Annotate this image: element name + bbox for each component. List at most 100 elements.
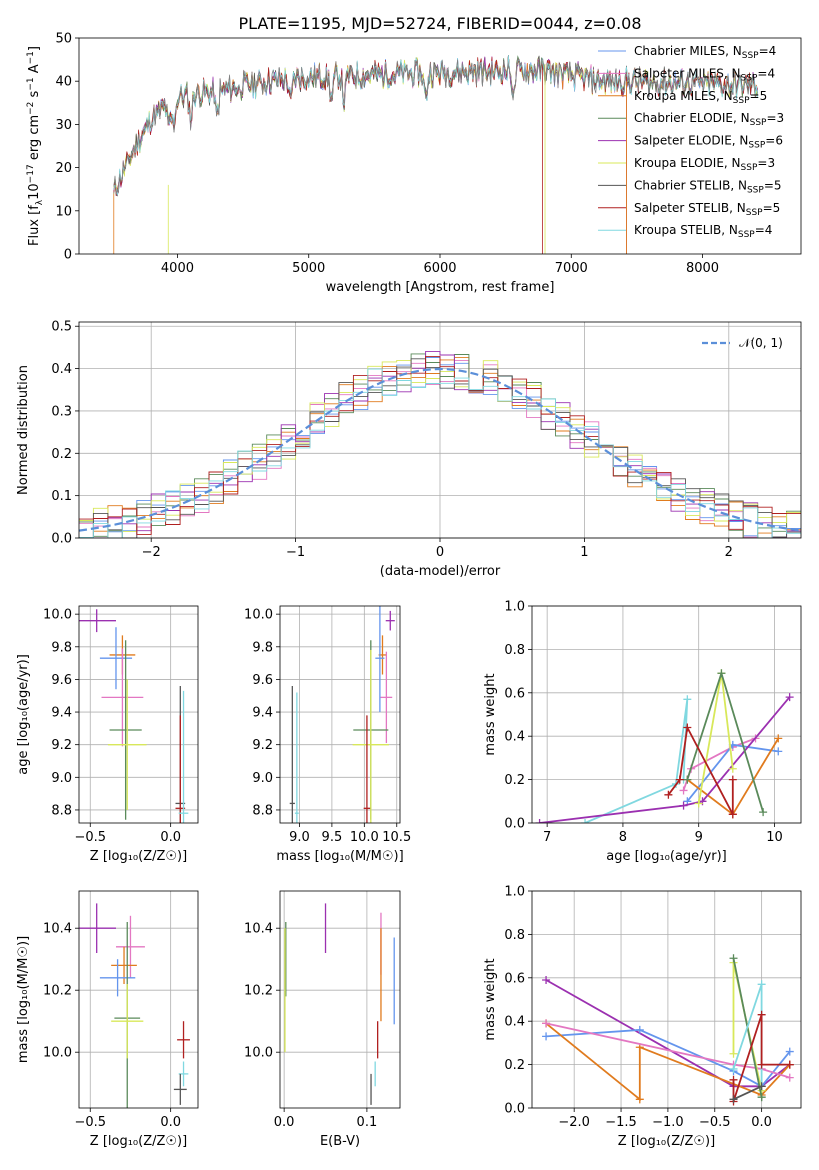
weight-marker [757, 980, 766, 989]
y-tick-label: 10.0 [244, 1046, 273, 1061]
y-tick-label: 30 [55, 118, 72, 133]
x-tick-label: −2 [142, 545, 161, 560]
legend-text: Salpeter MILES, N [634, 66, 741, 80]
y-axis-label: mass weight [483, 673, 498, 755]
histogram-step [79, 358, 801, 538]
axes-weight_vs_age: 7 8 9 10 0.0 0.2 0.4 0.6 0.8 1.0 age [log₁₀(age/yr… [483, 600, 802, 864]
x-axis-label: age [log₁₀(age/yr)] [606, 849, 727, 864]
weight-marker [535, 819, 544, 823]
y-axis-label-part: A [27, 64, 42, 77]
legend-count: =4 [757, 66, 775, 80]
y-tick-label: 9.0 [252, 771, 273, 786]
y-tick-label: 40 [55, 75, 72, 90]
y-axis-label-part: s [27, 90, 42, 101]
y-tick-label: 0.5 [51, 320, 72, 335]
legend-sub: SSP [741, 163, 758, 173]
weight-marker [635, 1025, 644, 1034]
weight-marker [729, 1075, 738, 1084]
x-tick-label: 0.0 [274, 1115, 295, 1130]
legend-sub: SSP [733, 96, 750, 106]
spectrum-line [113, 57, 758, 195]
weight-marker [717, 669, 726, 678]
legend-count: =5 [764, 178, 782, 192]
y-tick-label: 0.2 [51, 447, 72, 462]
y-axis-label: Normed distribution [16, 365, 31, 495]
y-tick-label: 9.8 [252, 640, 273, 655]
legend-label: Kroupa ELODIE, NSSP=3 [634, 156, 775, 173]
errorbar-points [284, 903, 395, 1105]
y-tick-label: 10.2 [43, 984, 72, 999]
x-tick-label: 9 [695, 830, 703, 845]
legend-label: Kroupa STELIB, NSSP=4 [634, 223, 772, 240]
weight-marker [785, 1073, 794, 1082]
axes-frame [78, 321, 802, 539]
legend-sub: SSP [738, 230, 755, 240]
y-tick-label: 0.1 [51, 489, 72, 504]
y-tick-label: 9.6 [51, 673, 72, 688]
weight-marker [728, 775, 737, 784]
x-tick-label: 7 [543, 830, 551, 845]
plot-area-mass_vs_ebv [284, 903, 395, 1105]
y-axis-label-part: −1 [26, 51, 36, 64]
legend-text: Salpeter ELODIE, N [634, 134, 748, 148]
legend-count: =4 [755, 223, 773, 237]
legend-text: Kroupa MILES, N [634, 89, 733, 103]
weight-marker [664, 790, 673, 799]
y-tick-label: 9.2 [252, 738, 273, 753]
plot-area-age_vs_mass [289, 606, 395, 823]
y-tick-label: 10.0 [43, 608, 72, 623]
legend-label: Chabrier ELODIE, NSSP=3 [634, 111, 784, 128]
y-tick-label: 10.2 [244, 984, 273, 999]
x-tick-label: 0.1 [357, 1115, 378, 1130]
weight-line [545, 1022, 791, 1079]
legend-text: Chabrier ELODIE, N [634, 111, 750, 125]
legend-text: Chabrier STELIB, N [634, 178, 747, 192]
y-axis-label: Flux [fλ10−17 erg cm−2 s−1 A−1] [26, 46, 45, 246]
normal-curve [79, 367, 801, 532]
y-tick-label: 9.0 [51, 771, 72, 786]
x-tick-label: 10.5 [382, 830, 411, 845]
y-tick-label: 0.0 [504, 817, 525, 832]
axes-frame [531, 605, 802, 824]
y-axis-label: age [log₁₀(age/yr)] [16, 654, 31, 775]
y-axis-label-part: −1 [26, 77, 36, 90]
x-tick-label: −1.0 [652, 1115, 684, 1130]
legend-count: =3 [766, 111, 784, 125]
histogram-steps [79, 350, 801, 538]
weight-marker [774, 734, 783, 743]
x-tick-label: 0.0 [160, 830, 181, 845]
y-tick-label: 0.6 [504, 971, 525, 986]
y-tick-label: 0.6 [504, 686, 525, 701]
histogram-step [79, 359, 801, 538]
y-tick-label: 10.4 [244, 922, 273, 937]
y-tick-label: 0.2 [504, 773, 525, 788]
errorbar-points [79, 609, 189, 823]
x-axis-label: mass [log₁₀(M/M☉)] [276, 849, 403, 864]
x-axis-label: (data-model)/error [380, 564, 501, 579]
x-tick-label: 1 [580, 545, 588, 560]
y-axis-label-part: erg cm [27, 115, 42, 164]
y-tick-label: 0.8 [504, 928, 525, 943]
legend-text: Kroupa ELODIE, N [634, 156, 741, 170]
y-tick-label: 10.0 [43, 1046, 72, 1061]
y-tick-label: 9.6 [252, 673, 273, 688]
weight-marker [785, 1047, 794, 1056]
histogram-step [79, 355, 801, 535]
legend-text: Kroupa STELIB, N [634, 223, 738, 237]
weight-marker [759, 808, 768, 817]
x-tick-label: 7000 [555, 261, 588, 276]
y-tick-label: 0.4 [51, 362, 72, 377]
x-tick-label: 10 [766, 830, 783, 845]
x-tick-label: 6000 [423, 261, 456, 276]
figure-title: PLATE=1195, MJD=52724, FIBERID=0044, z=0… [238, 14, 642, 33]
residual-legend: 𝒩(0, 1) [702, 336, 783, 350]
y-tick-label: 9.4 [252, 706, 273, 721]
plot-area-mass_vs_Z [79, 903, 190, 1108]
axes-frame [531, 890, 802, 1109]
legend-count: =6 [765, 134, 783, 148]
x-tick-label: 0.0 [160, 1115, 181, 1130]
y-axis-label-part: 10 [27, 183, 42, 200]
legend-label: Kroupa MILES, NSSP=5 [634, 89, 767, 106]
